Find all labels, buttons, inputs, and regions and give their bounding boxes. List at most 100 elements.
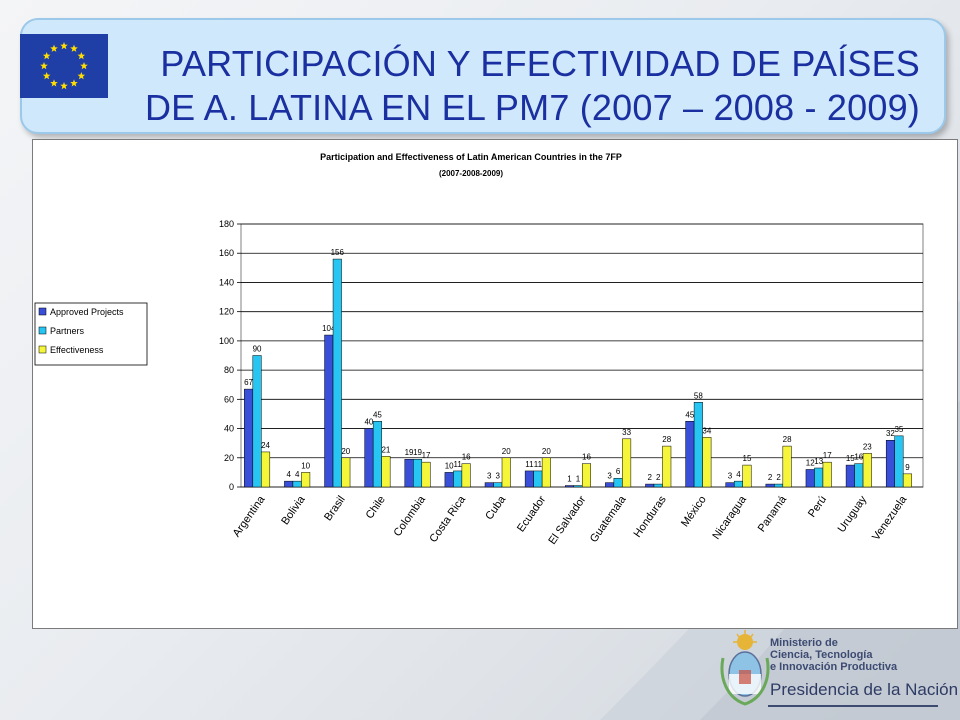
x-tick-label: Colombia: [392, 493, 429, 539]
x-tick-label: Brasil: [322, 494, 348, 523]
bar-effectiveness: [662, 445, 672, 488]
bar-effectiveness: [341, 457, 351, 488]
bar-partners: [894, 435, 904, 488]
bar-effectiveness: [702, 437, 712, 488]
data-label: 156: [331, 248, 345, 257]
argentina-coat-of-arms-icon: [720, 630, 770, 706]
legend-label: Approved Projects: [50, 307, 124, 317]
data-label: 13: [814, 457, 823, 466]
eu-star: [50, 79, 58, 87]
bar-partners: [533, 470, 543, 488]
data-label: 20: [502, 447, 511, 456]
bar-partners: [453, 470, 463, 488]
data-label: 12: [806, 458, 815, 467]
x-tick-label: Venezuela: [870, 493, 910, 543]
bar-effectiveness: [421, 461, 431, 488]
eu-star: [70, 44, 78, 52]
x-tick-label: Chile: [364, 494, 388, 521]
data-label: 2: [656, 473, 661, 482]
y-tick-label: 160: [219, 248, 234, 258]
data-label: 10: [301, 461, 310, 470]
data-label: 20: [542, 447, 551, 456]
logo-line3: e Innovación Productiva: [770, 661, 898, 673]
data-label: 28: [783, 435, 792, 444]
bar-partners: [413, 458, 423, 488]
eu-star: [42, 72, 51, 80]
data-label: 40: [364, 418, 373, 427]
bar-partners: [814, 467, 824, 488]
x-tick-label: Guatemala: [588, 493, 629, 545]
bar-approved-projects: [645, 483, 655, 488]
bar-approved-projects: [805, 469, 815, 488]
bar-partners: [332, 258, 342, 488]
x-tick-label: Perú: [806, 494, 829, 520]
data-label: 21: [381, 445, 390, 454]
bar-effectiveness: [582, 463, 591, 488]
data-label: 19: [405, 448, 414, 457]
data-label: 9: [905, 463, 910, 472]
data-label: 17: [422, 451, 431, 460]
bar-partners: [573, 485, 583, 488]
data-label: 2: [776, 473, 781, 482]
bar-partners: [774, 483, 784, 488]
data-label: 11: [453, 460, 462, 469]
eu-star: [70, 79, 78, 87]
bar-approved-projects: [845, 464, 855, 488]
plot-area: [240, 223, 924, 488]
logo-underline: [768, 705, 938, 707]
x-tick-label: Uruguay: [836, 493, 870, 534]
bar-approved-projects: [605, 482, 615, 488]
bar-partners: [372, 421, 382, 488]
y-tick-label: 80: [224, 365, 234, 375]
bar-partners: [693, 402, 703, 488]
logo-line1: Ministerio de: [770, 637, 838, 649]
data-label: 10: [445, 461, 454, 470]
page-title-line1: PARTICIPACIÓN Y EFECTIVIDAD DE PAÍSES: [160, 43, 920, 84]
x-tick-label: Bolivia: [279, 493, 308, 527]
data-label: 34: [702, 426, 711, 435]
bar-effectiveness: [782, 445, 792, 488]
bar-effectiveness: [381, 456, 391, 488]
legend-label: Partners: [50, 326, 85, 336]
bar-effectiveness: [461, 463, 471, 488]
page-title: PARTICIPACIÓN Y EFECTIVIDAD DE PAÍSES DE…: [90, 42, 920, 130]
eu-star: [77, 52, 86, 60]
data-label: 19: [413, 448, 422, 457]
y-tick-label: 120: [219, 307, 234, 317]
eu-star: [60, 82, 68, 90]
data-label: 32: [886, 429, 895, 438]
eu-star: [60, 42, 68, 50]
bar-effectiveness: [862, 453, 872, 488]
bar-approved-projects: [244, 388, 254, 488]
data-label: 58: [694, 391, 703, 400]
bar-approved-projects: [444, 472, 454, 488]
chart-panel: Participation and Effectiveness of Latin…: [32, 139, 958, 629]
data-label: 15: [743, 454, 752, 463]
bar-approved-projects: [364, 428, 374, 488]
bar-effectiveness: [742, 464, 752, 488]
bar-approved-projects: [725, 482, 735, 488]
x-tick-label: México: [679, 494, 709, 529]
data-label: 35: [894, 425, 903, 434]
y-tick-label: 100: [219, 336, 234, 346]
data-label: 15: [846, 454, 855, 463]
data-label: 11: [534, 460, 543, 469]
eu-star: [77, 72, 86, 80]
eu-flag-icon: [20, 34, 108, 98]
data-label: 104: [322, 324, 336, 333]
bar-approved-projects: [284, 480, 294, 488]
logo-line2: Ciencia, Tecnología: [770, 649, 873, 661]
data-label: 45: [685, 410, 694, 419]
data-label: 1: [576, 475, 581, 484]
title-banner: [20, 18, 946, 134]
legend-swatch: [38, 345, 47, 354]
eu-star: [50, 44, 58, 52]
x-tick-label: Honduras: [632, 493, 669, 539]
bar-effectiveness: [501, 457, 511, 488]
data-label: 3: [487, 472, 492, 481]
bar-effectiveness: [622, 438, 632, 488]
bar-approved-projects: [324, 334, 334, 488]
y-tick-label: 60: [224, 394, 234, 404]
data-label: 1: [567, 475, 572, 484]
x-tick-label: Costa Rica: [427, 493, 468, 545]
